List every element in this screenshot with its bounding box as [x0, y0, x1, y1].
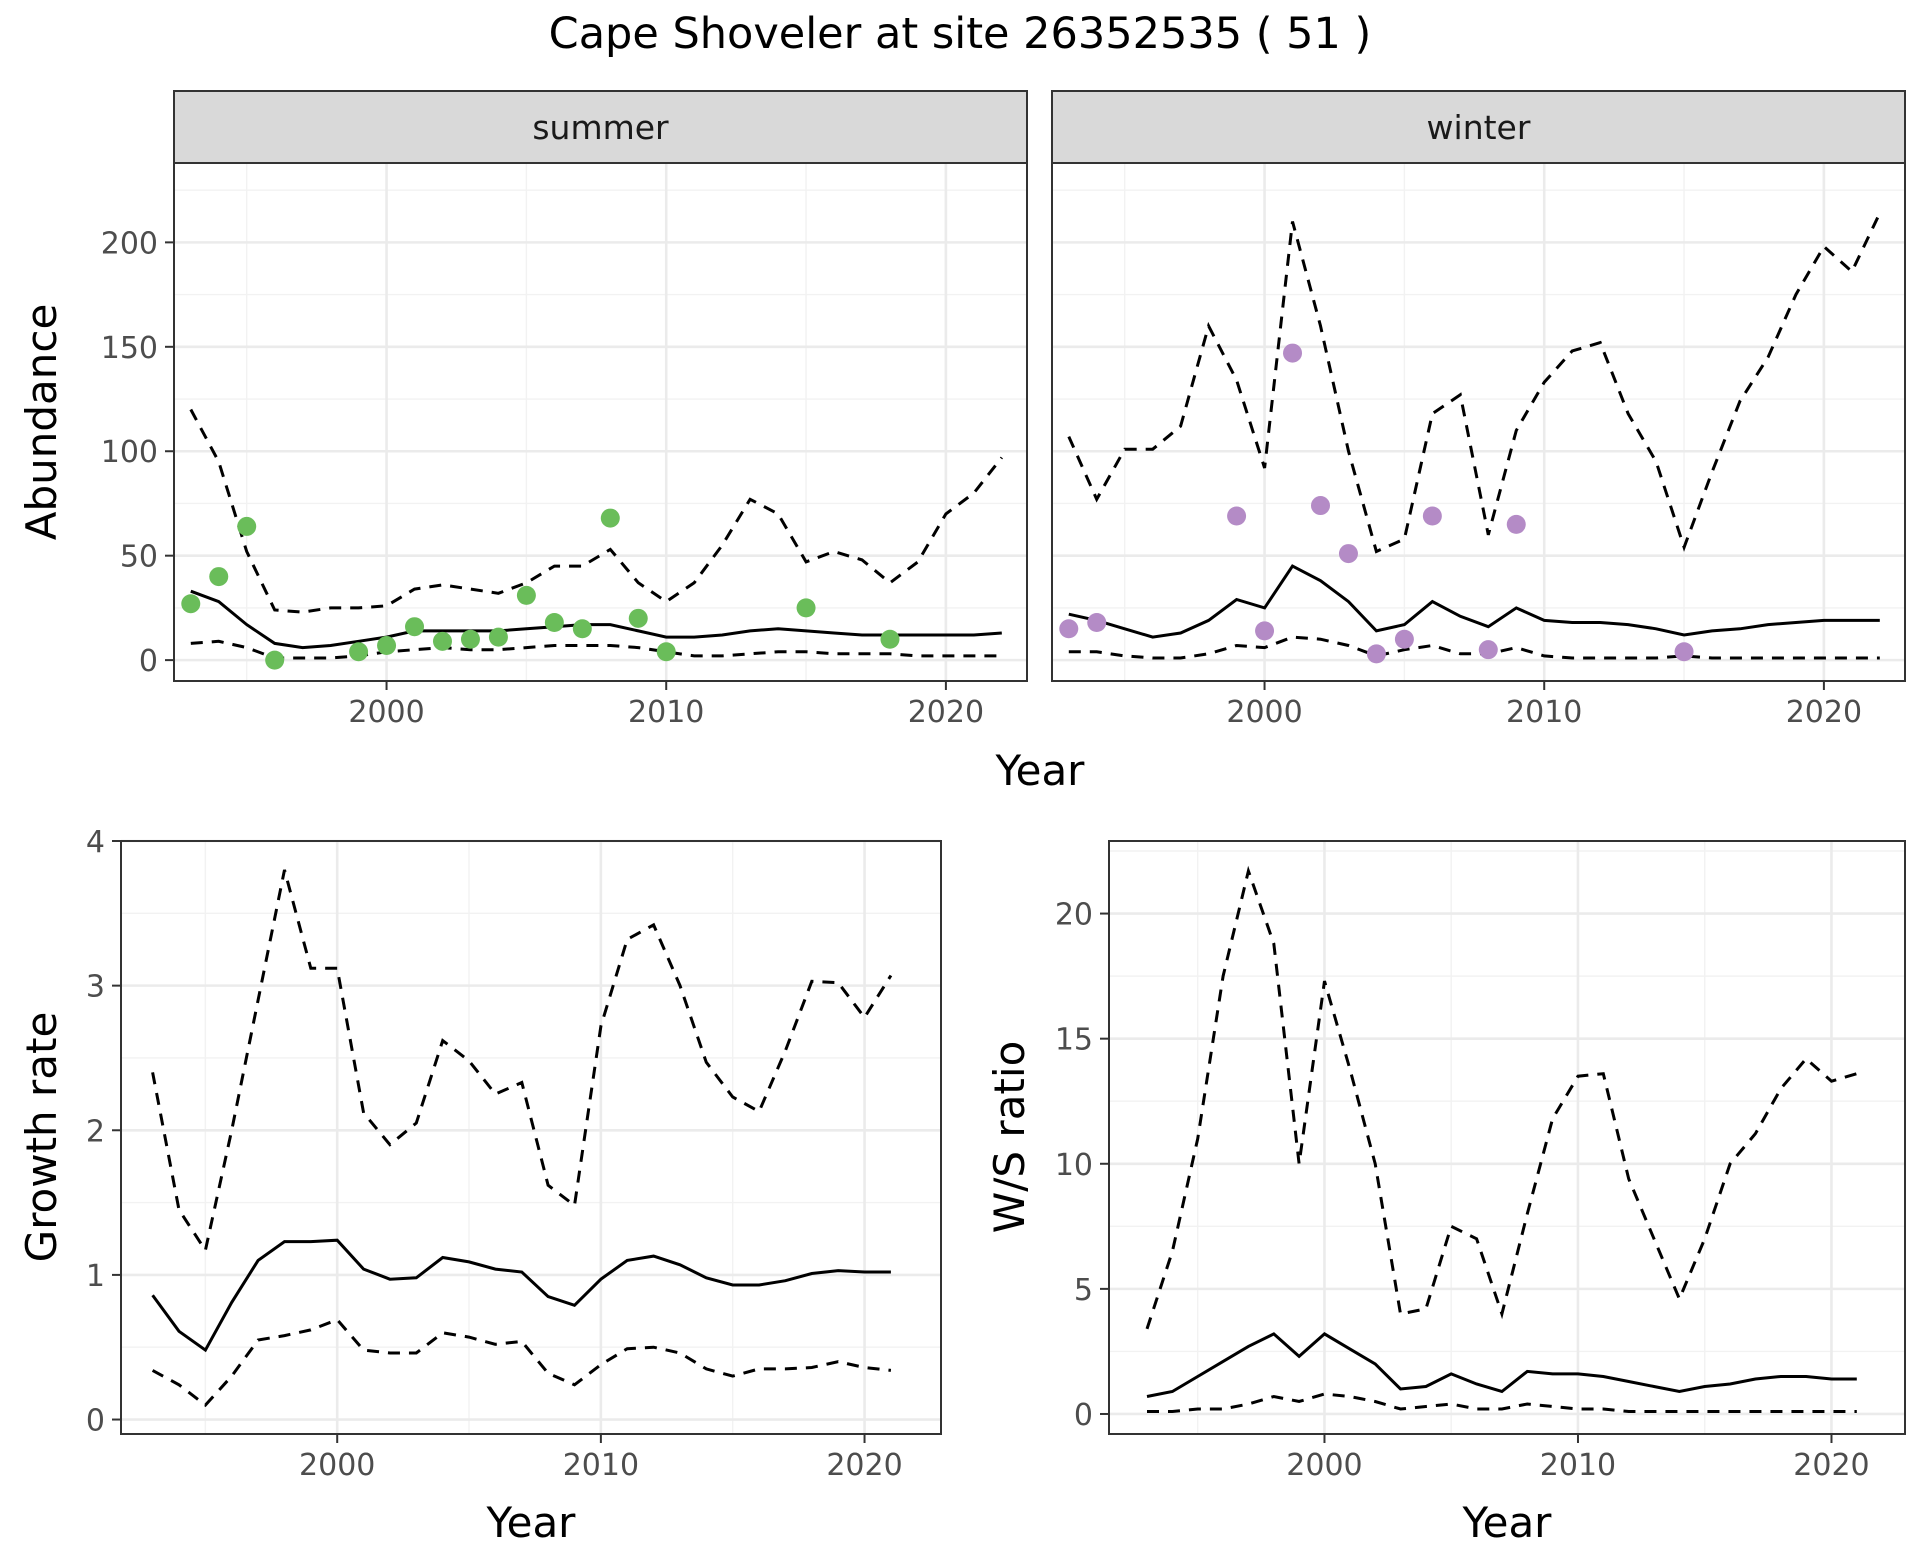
observation-point	[656, 642, 676, 662]
x-tick-label: 2000	[1226, 695, 1302, 730]
top-x-axis-title: Year	[995, 746, 1086, 795]
observation-point	[488, 627, 508, 647]
y-tick-label: 4	[86, 825, 105, 860]
observation-point	[1506, 514, 1526, 534]
panel-border	[1108, 840, 1906, 1435]
observation-point	[1087, 613, 1107, 633]
y-tick-label: 2	[86, 1114, 105, 1149]
y-tick-label: 50	[120, 540, 158, 575]
observation-point	[1059, 619, 1079, 639]
observation-point	[1674, 642, 1694, 662]
y-tick-label: 0	[86, 1404, 105, 1439]
observation-point	[237, 516, 257, 536]
observation-point	[880, 629, 900, 649]
estimate-line	[151, 1238, 891, 1353]
upper-bound-line	[1067, 212, 1882, 554]
x-tick-label: 2020	[1786, 695, 1862, 730]
y-tick-label: 20	[1055, 898, 1093, 933]
lower-bound-line	[190, 639, 1002, 660]
observation-point	[516, 585, 536, 605]
y-axis-title: W/S ratio	[985, 1041, 1034, 1234]
estimate-line	[190, 589, 1002, 650]
upper-bound-line	[189, 408, 1003, 614]
y-tick-label: 200	[101, 226, 158, 261]
y-tick-label: 150	[101, 331, 158, 366]
estimate-line	[1068, 564, 1880, 639]
observation-point	[209, 567, 229, 587]
observation-point	[796, 598, 816, 618]
y-axis-title: Abundance	[17, 304, 66, 541]
y-tick-label: 1	[86, 1259, 105, 1294]
observation-point	[405, 617, 425, 637]
x-tick-label: 2010	[628, 695, 704, 730]
x-tick-label: 2010	[563, 1448, 639, 1483]
panel-summer: summer 2000 2010 2020 0 50 100 150 200 Abundance	[17, 90, 1028, 730]
x-axis-title: Year	[1462, 1498, 1553, 1547]
upper-bound-line	[1145, 865, 1858, 1330]
y-tick-label: 3	[86, 970, 105, 1005]
observation-point	[1227, 506, 1247, 526]
panel-border	[120, 840, 942, 1435]
observation-point	[1422, 506, 1442, 526]
panel-winter: winter 2000 2010 2020	[1051, 90, 1906, 730]
lower-bound-line	[1068, 635, 1880, 660]
observation-point	[1310, 496, 1330, 516]
plot-background	[1052, 163, 1905, 681]
plot-background	[121, 841, 941, 1434]
observation-point	[265, 650, 285, 670]
x-tick-label: 2010	[1506, 695, 1582, 730]
observation-point	[377, 635, 397, 655]
plot-background	[174, 163, 1027, 681]
x-axis-title: Year	[486, 1498, 577, 1547]
observation-point	[544, 613, 564, 633]
y-tick-label: 0	[139, 644, 158, 679]
facet-strip	[1051, 90, 1906, 164]
observation-point	[349, 642, 369, 662]
x-tick-label: 2020	[908, 695, 984, 730]
observation-point	[600, 508, 620, 528]
observation-point	[1283, 343, 1303, 363]
observation-point	[572, 619, 592, 639]
x-tick-label: 2020	[1793, 1448, 1869, 1483]
observation-point	[1478, 640, 1498, 660]
plot-background	[1109, 841, 1905, 1434]
facet-strip-label: summer	[532, 108, 669, 147]
x-tick-label: 2000	[299, 1448, 375, 1483]
x-tick-label: 2000	[348, 695, 424, 730]
x-tick-label: 2000	[1286, 1448, 1362, 1483]
figure-title: Cape Shoveler at site 26352535 ( 51 )	[549, 9, 1372, 59]
y-tick-label: 10	[1055, 1148, 1093, 1183]
upper-bound-line	[151, 869, 893, 1255]
observation-point	[1255, 621, 1275, 641]
y-tick-label: 100	[101, 435, 158, 470]
facet-strip	[173, 90, 1028, 164]
observation-point	[1338, 544, 1358, 564]
observation-point	[628, 608, 648, 628]
panel-ratio: 2000 2010 2020 0 5 10 15 20 Year W/S ratio	[985, 840, 1906, 1547]
panel-growth: 2000 2010 2020 0 1 2 3 4 Year Growth rate	[17, 825, 942, 1547]
x-tick-label: 2010	[1540, 1448, 1616, 1483]
facet-strip-label: winter	[1427, 108, 1531, 147]
lower-bound-line	[1147, 1392, 1857, 1413]
lower-bound-line	[151, 1317, 892, 1408]
observation-point	[1394, 629, 1414, 649]
x-tick-label: 2020	[826, 1448, 902, 1483]
observation-point	[460, 629, 480, 649]
y-tick-label: 0	[1074, 1398, 1093, 1433]
observation-point	[1366, 644, 1386, 664]
y-tick-label: 5	[1074, 1273, 1093, 1308]
observation-point	[432, 631, 452, 651]
observation-point	[181, 594, 201, 614]
y-tick-label: 15	[1055, 1023, 1093, 1058]
y-axis-title: Growth rate	[17, 1012, 66, 1263]
estimate-line	[1146, 1332, 1857, 1398]
